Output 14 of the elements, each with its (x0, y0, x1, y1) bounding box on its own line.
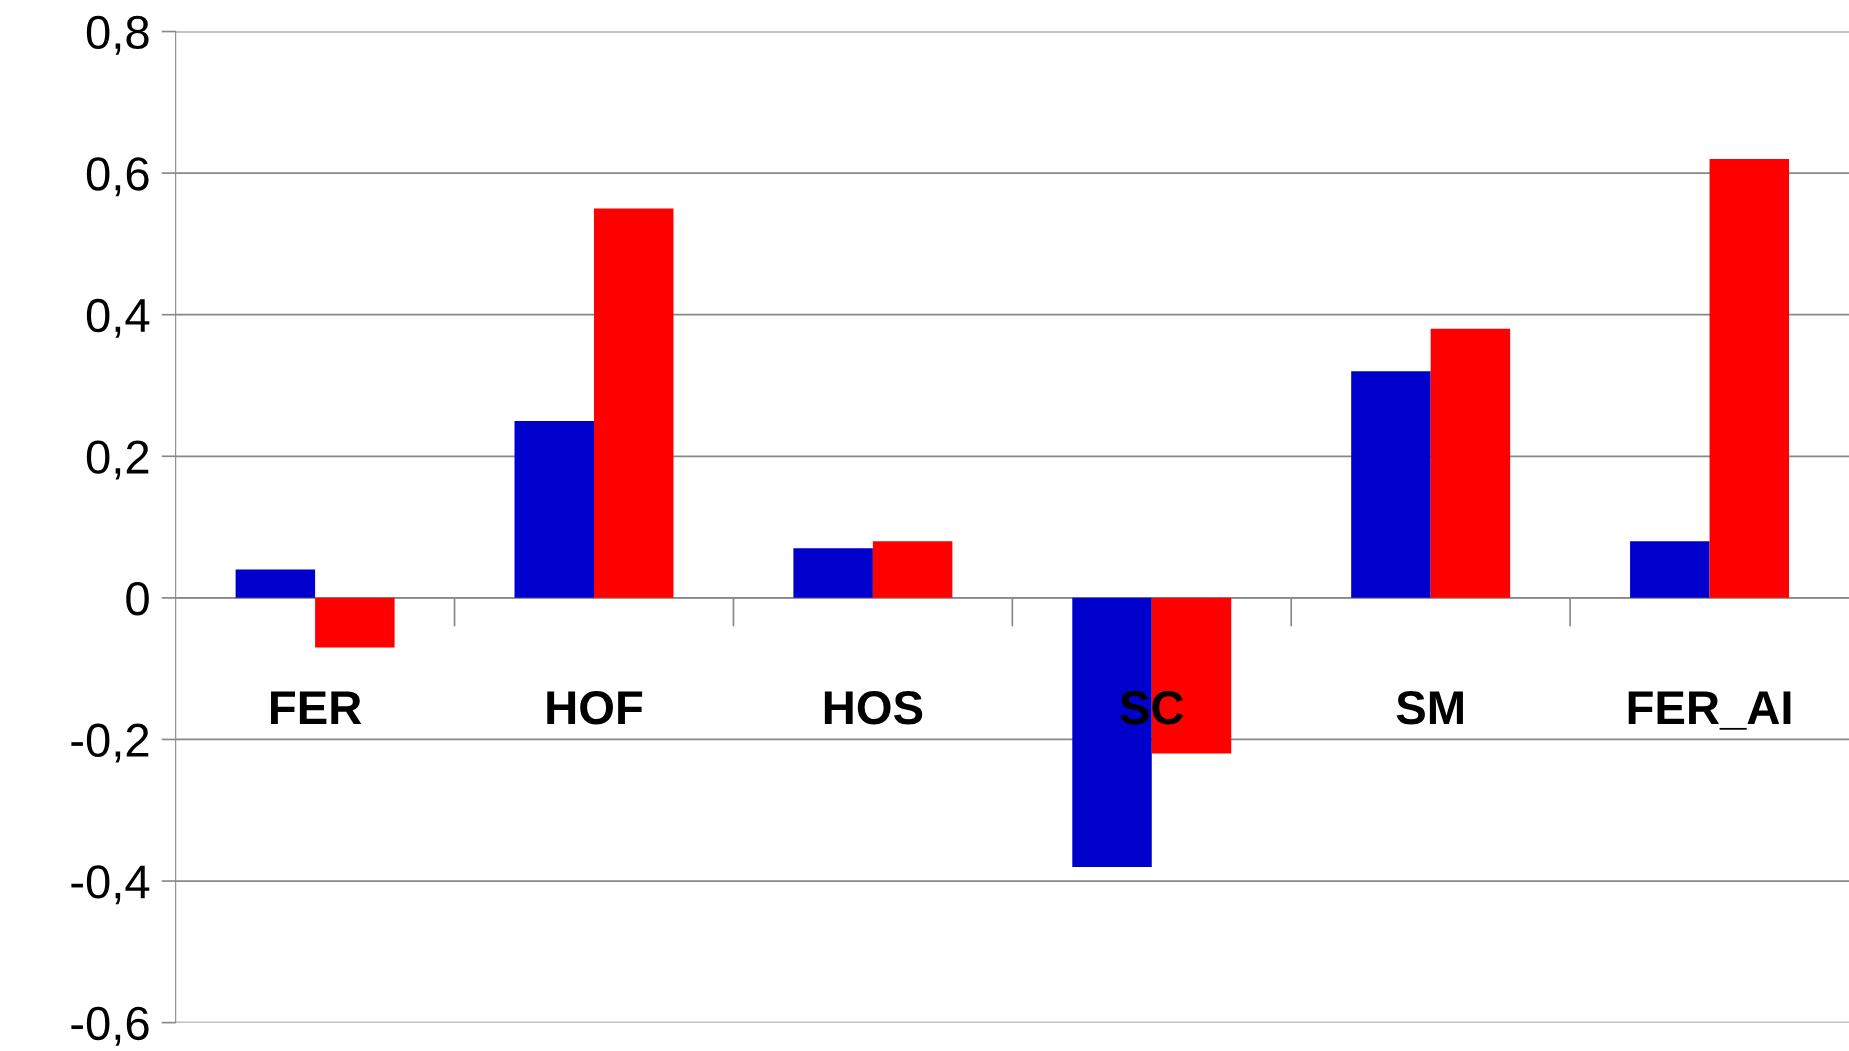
x-tick-label: HOS (824, 690, 923, 725)
y-tick-label: 0,6 (86, 157, 149, 197)
y-tick-label: 0,8 (86, 15, 149, 55)
y-tick-label: 0,4 (86, 298, 150, 338)
y-tick-label: -0,2 (71, 723, 149, 763)
y-tick-label: 0 (126, 582, 149, 616)
y-tick-label: -0,4 (71, 865, 150, 905)
y-tick-label: 0,2 (86, 440, 149, 480)
x-tick-label: SC (1120, 690, 1184, 725)
x-tick-label: FER (271, 691, 362, 724)
y-tick-label: -0,6 (71, 1006, 149, 1046)
x-tick-label: SM (1396, 690, 1463, 725)
x-tick-label: HOF (547, 690, 643, 725)
x-tick-label: FER_AI (1628, 691, 1791, 730)
